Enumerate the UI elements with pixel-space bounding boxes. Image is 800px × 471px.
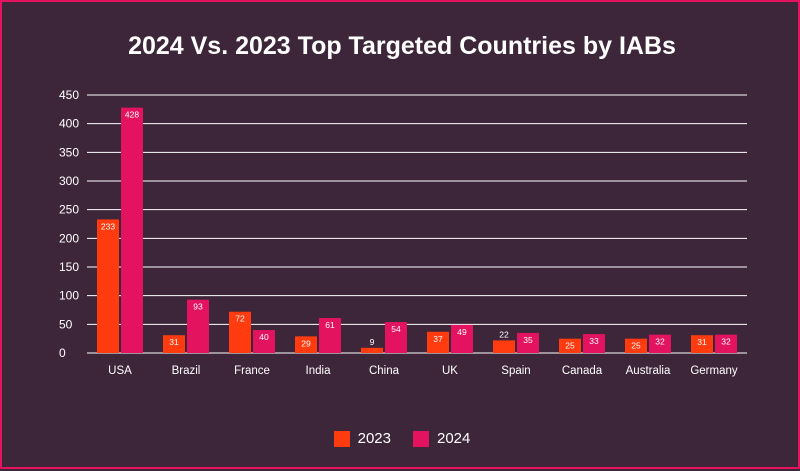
y-tick-label: 450 [59,88,79,102]
y-tick-label: 50 [59,317,73,331]
bar-2024-australia [649,334,671,353]
data-label: 29 [301,338,311,348]
x-tick-label: China [369,365,400,377]
bar-2024-uk [451,324,473,353]
x-tick-label: Australia [626,365,671,377]
legend-swatch-2023 [333,430,350,447]
bar-2023-uk [427,331,449,353]
bar-2023-australia [625,338,647,353]
y-tick-label: 400 [59,117,79,131]
bar-2023-france [229,311,251,353]
bar-2024-india [319,318,341,353]
bar-2024-spain [517,332,539,353]
data-label: 37 [433,334,443,344]
bar-2023-spain [493,340,515,353]
data-label: 32 [721,337,731,347]
data-label: 54 [391,324,401,334]
bar-2024-usa [121,107,143,353]
legend: 2023 2024 [2,430,800,447]
x-tick-label: USA [108,365,132,377]
bar-2023-canada [559,338,581,353]
y-tick-label: 200 [59,231,79,245]
bar-2023-germany [691,335,713,353]
legend-swatch-2024 [413,430,429,447]
x-tick-label: India [306,365,332,377]
data-label: 40 [259,332,269,342]
legend-label-2024: 2024 [437,430,471,447]
data-label: 25 [631,341,641,351]
y-tick-label: 300 [59,174,79,188]
data-label: 233 [101,221,115,231]
x-tick-label: France [234,365,270,377]
bar-2024-china [385,322,407,353]
data-label: 33 [589,336,599,346]
y-tick-label: 100 [59,289,79,303]
bar-2023-brazil [163,335,185,353]
bar-2024-canada [583,334,605,353]
data-label: 32 [655,337,665,347]
data-label: 61 [325,320,335,330]
data-label: 25 [565,341,575,351]
bar-2023-india [295,336,317,353]
legend-item-2024: 2024 [413,430,470,447]
y-tick-label: 0 [59,346,66,360]
x-tick-label: Brazil [172,365,201,377]
bar-2023-china [361,347,383,353]
x-tick-label: UK [442,365,458,377]
data-label: 22 [499,329,509,339]
data-label: 9 [370,337,375,347]
bar-2024-france [253,330,275,353]
bar-2024-brazil [187,299,209,353]
x-tick-label: Spain [501,365,530,377]
legend-label-2023: 2023 [357,430,391,447]
bar-2024-germany [715,334,737,353]
data-label: 31 [697,337,707,347]
data-label: 72 [235,314,245,324]
y-tick-label: 150 [59,260,79,274]
data-label: 49 [457,327,467,337]
data-label: 93 [193,302,203,312]
data-label: 428 [125,110,139,120]
y-tick-label: 350 [59,145,79,159]
data-label: 31 [169,337,179,347]
chart-title: 2024 Vs. 2023 Top Targeted Countries by … [128,32,676,60]
x-tick-label: Canada [562,365,603,377]
x-tick-label: Germany [690,365,738,377]
data-label: 35 [523,335,533,345]
bar-2023-usa [97,219,119,353]
legend-item-2023: 2023 [333,430,391,447]
y-tick-label: 250 [59,203,79,217]
